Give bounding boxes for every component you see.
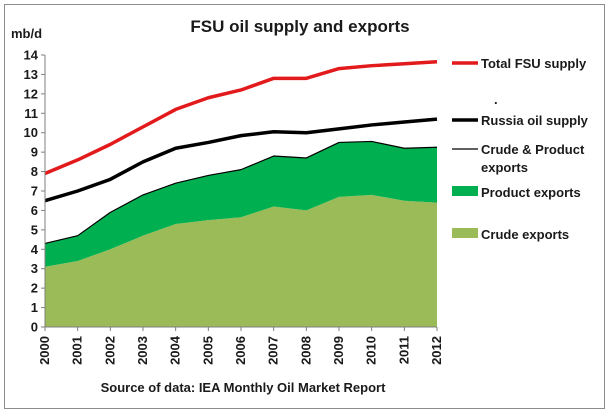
source-note: Source of data: IEA Monthly Oil Market R…	[101, 380, 386, 395]
x-tick-label: 2009	[331, 336, 346, 365]
area-product-exports	[45, 141, 437, 267]
legend-label-total-fsu-supply: Total FSU supply	[481, 56, 587, 71]
line-layer	[44, 60, 438, 245]
legend-label-russia-oil-supply: Russia oil supply	[481, 113, 589, 128]
line-total-fsu-supply	[44, 60, 438, 176]
y-tick-label: 12	[24, 86, 38, 101]
area-layer	[45, 141, 437, 327]
x-tick-label: 2005	[200, 336, 215, 365]
y-tick-label: 2	[31, 281, 38, 296]
x-tick-label: 2010	[364, 336, 379, 365]
legend-label-product-exports: Product exports	[481, 185, 581, 200]
x-tick-label: 2000	[37, 336, 52, 365]
x-tick-label: 2011	[396, 336, 411, 364]
y-tick-label: 7	[31, 184, 38, 199]
y-tick-label: 4	[31, 242, 39, 257]
y-tick-label: 1	[31, 300, 38, 315]
y-tick-label: 9	[31, 145, 38, 160]
y-tick-label: 5	[31, 222, 38, 237]
legend-extra-mark: .	[494, 92, 498, 107]
legend-swatch-crude-exports	[452, 228, 478, 238]
x-tick-label: 2001	[70, 336, 85, 365]
legend-label-crude-exports: Crude exports	[481, 227, 569, 242]
legend-label-crude-product-exports-line1: Crude & Product	[481, 142, 585, 157]
legend: Total FSU supply. Russia oil supply Crude …	[452, 56, 589, 242]
x-tick-label: 2002	[102, 336, 117, 365]
legend-label-crude-product-exports-line2: exports	[481, 160, 528, 175]
x-tick-label: 2012	[429, 336, 444, 365]
x-tick-label: 2003	[135, 336, 150, 365]
y-tick-label: 14	[24, 48, 39, 63]
y-tick-label: 8	[31, 164, 38, 179]
x-tick-labels: 2000 2001 2002 2003 2004 2005 2006 2007 2008 2009…	[37, 335, 444, 365]
axes	[41, 54, 438, 331]
line-crude-product-exports	[44, 140, 438, 245]
y-tick-label: 6	[31, 203, 38, 218]
y-tick-label: 3	[31, 261, 38, 276]
y-tick-label: 0	[31, 320, 38, 335]
x-tick-label: 2008	[298, 336, 313, 365]
x-tick-label: 2006	[233, 336, 248, 365]
x-tick-label: 2007	[266, 336, 281, 365]
line-russia-oil-supply	[44, 117, 438, 203]
y-tick-label: 13	[24, 67, 38, 82]
x-tick-label: 2004	[168, 335, 183, 365]
chart-title: FSU oil supply and exports	[190, 17, 409, 36]
area-crude-exports	[45, 194, 437, 327]
y-axis-unit: mb/d	[11, 26, 42, 41]
y-tick-label: 10	[24, 125, 38, 140]
legend-swatch-product-exports	[452, 186, 478, 196]
y-tick-label: 11	[24, 106, 38, 121]
